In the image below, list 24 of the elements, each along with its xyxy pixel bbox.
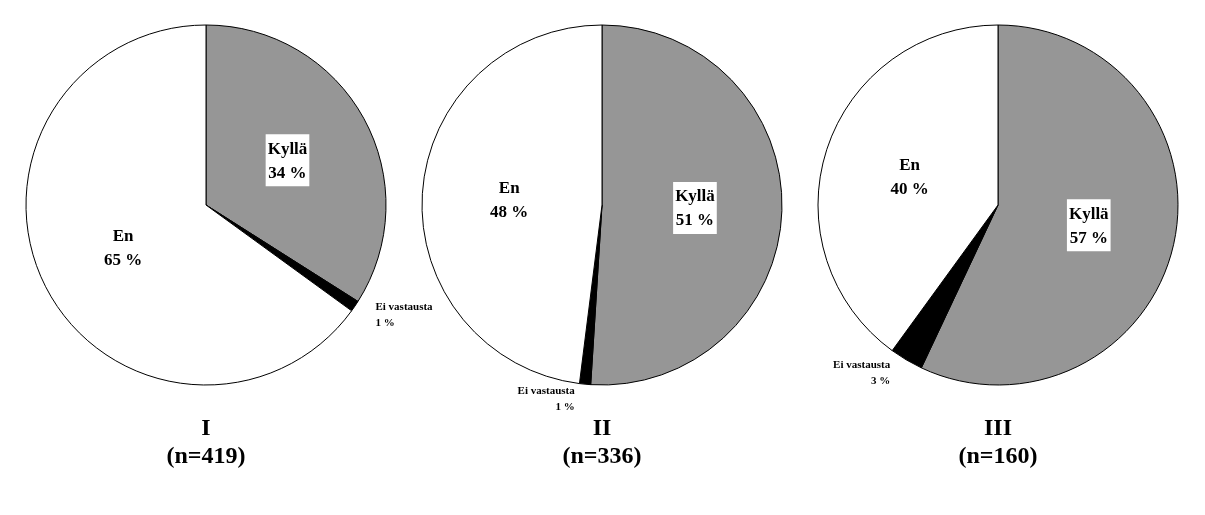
text: (n=160) (958, 442, 1038, 468)
text: I (201, 414, 211, 440)
data-label: 34 % (268, 162, 307, 182)
text: (n=419) (166, 442, 246, 468)
data-label: 48 % (490, 201, 529, 221)
data-label: 1 % (375, 316, 395, 329)
data-label: 3 % (871, 373, 891, 386)
slice-label: Kyllä (267, 138, 308, 158)
data-label: 40 % (890, 178, 929, 198)
data-label: 65 % (104, 249, 143, 269)
slice-label: Ei vastausta (833, 357, 891, 370)
data-label: 1 % (555, 400, 575, 413)
slice-label: En (498, 177, 521, 197)
text: II (592, 414, 612, 440)
slice-label: En (112, 225, 135, 245)
text: (n=336) (562, 442, 642, 468)
text: III (983, 414, 1013, 440)
slice-label: Ei vastausta (517, 384, 576, 397)
slice-label: Kyllä (675, 186, 716, 206)
slice-label: Kyllä (1068, 203, 1110, 223)
data-label: 51 % (675, 210, 715, 230)
slice-label: En (899, 154, 921, 174)
slice-label: Ei vastausta (375, 300, 434, 313)
data-label: 57 % (1069, 227, 1108, 247)
